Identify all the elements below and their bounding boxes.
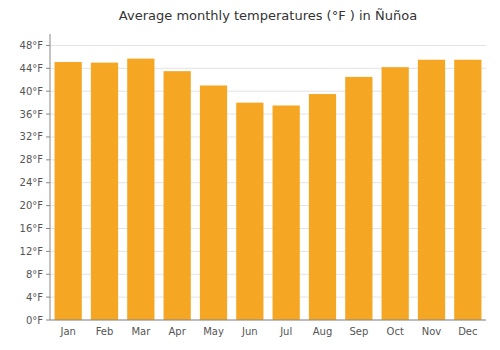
x-tick-label: Feb: [96, 326, 114, 337]
x-tick-label: Jan: [59, 326, 75, 337]
bar: [273, 106, 300, 321]
chart-container: Average monthly temperatures (°F ) in Ñu…: [0, 0, 500, 350]
x-tick-label: Nov: [422, 326, 442, 337]
bar: [164, 71, 191, 320]
x-axis-line: [50, 320, 486, 321]
y-tick: [46, 251, 50, 252]
x-tick-label: Dec: [458, 326, 477, 337]
y-tick: [46, 297, 50, 298]
y-tick-label: 32°F: [20, 131, 44, 142]
y-tick: [46, 182, 50, 183]
y-tick-label: 8°F: [26, 269, 43, 280]
page: {"chart_data": {"type": "bar", "title": …: [0, 0, 500, 350]
bar: [345, 77, 372, 320]
bar: [309, 94, 336, 320]
y-tick: [46, 136, 50, 137]
bars: [55, 59, 482, 320]
y-tick: [46, 274, 50, 275]
x-tick-label: Mar: [131, 326, 151, 337]
y-tick-label: 24°F: [20, 177, 44, 188]
y-axis: 0°F 4°F 8°F 12°F 16°F 20°F 24°F 28°F 32°F 36°F 40°…: [20, 34, 50, 326]
y-tick-label: 36°F: [20, 109, 44, 120]
y-axis-line: [50, 34, 51, 320]
bar: [55, 62, 82, 320]
x-tick-label: Apr: [169, 326, 187, 337]
x-tick-label: May: [203, 326, 224, 337]
y-tick-label: 28°F: [20, 154, 44, 165]
x-tick-label: Jul: [279, 326, 292, 337]
x-axis: Jan Feb Mar Apr May Jun Jul Aug Sep Oct Nov Dec: [50, 320, 486, 337]
x-tick-label: Jun: [241, 326, 258, 337]
chart-svg: Average monthly temperatures (°F ) in Ñu…: [0, 0, 500, 350]
y-tick: [46, 114, 50, 115]
bar: [236, 103, 263, 320]
y-tick-label: 0°F: [26, 315, 43, 326]
y-tick-label: 20°F: [20, 200, 44, 211]
y-tick-label: 12°F: [20, 246, 44, 257]
bar: [127, 59, 154, 320]
title: Average monthly temperatures (°F ) in Ñu…: [119, 8, 417, 23]
y-tick: [46, 228, 50, 229]
y-tick-label: 40°F: [20, 86, 44, 97]
y-tick: [46, 205, 50, 206]
x-tick-label: Oct: [387, 326, 404, 337]
y-tick: [46, 91, 50, 92]
grid-line: [50, 45, 486, 46]
y-tick-label: 44°F: [20, 63, 44, 74]
y-tick-label: 16°F: [20, 223, 44, 234]
bar: [91, 63, 118, 320]
bar: [200, 85, 227, 320]
bar: [454, 60, 481, 320]
grid: [50, 45, 486, 320]
y-tick: [46, 159, 50, 160]
x-tick-label: Sep: [349, 326, 368, 337]
y-tick-label: 48°F: [20, 40, 44, 51]
y-tick: [46, 320, 50, 321]
bar: [418, 60, 445, 320]
y-tick: [46, 68, 50, 69]
grid-line: [50, 320, 486, 321]
y-tick: [46, 45, 50, 46]
bar: [382, 67, 409, 320]
x-tick-label: Aug: [313, 326, 333, 337]
y-tick-label: 4°F: [26, 292, 43, 303]
